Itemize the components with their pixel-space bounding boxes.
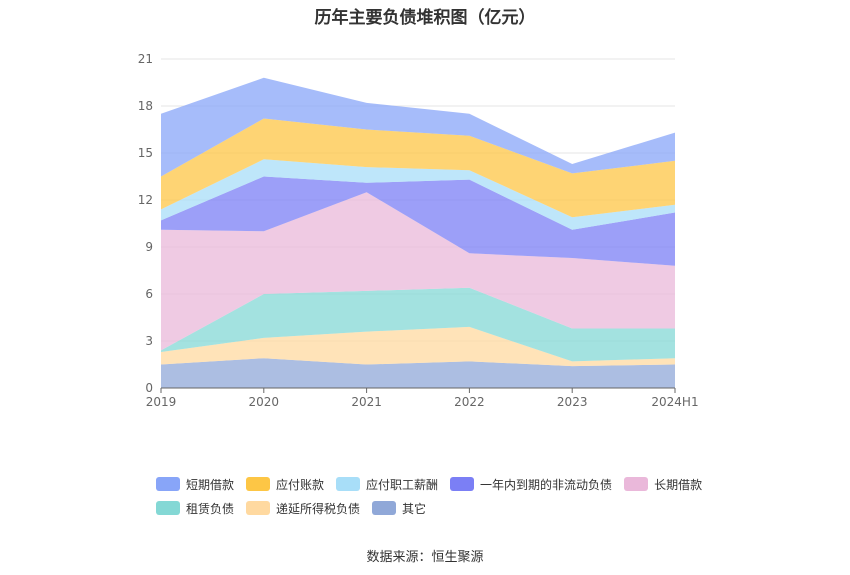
data-source-note: 数据来源：恒生聚源 (366, 550, 484, 565)
legend-label: 其它 (402, 501, 427, 516)
y-tick-label: 3 (145, 334, 153, 348)
legend-item[interactable]: 应付账款 (246, 476, 324, 493)
y-tick-label: 15 (138, 146, 153, 160)
legend-item[interactable]: 应付职工薪酬 (336, 476, 438, 493)
legend-item[interactable]: 一年内到期的非流动负债 (450, 476, 612, 493)
legend-swatch (246, 501, 271, 515)
legend-swatch (624, 477, 649, 491)
area-短期借款 (161, 77, 675, 177)
x-tick-label: 2023 (557, 395, 588, 409)
legend-swatch (246, 477, 271, 491)
legend-label: 递延所得税负债 (276, 501, 361, 516)
legend-item[interactable]: 租赁负债 (156, 500, 234, 517)
legend-label: 应付职工薪酬 (366, 477, 439, 492)
legend-swatch (450, 477, 475, 491)
y-tick-label: 9 (145, 240, 153, 254)
chart-title: 历年主要负债堆积图（亿元） (314, 8, 536, 28)
legend-label: 应付账款 (276, 477, 325, 492)
y-tick-label: 12 (138, 193, 153, 207)
legend-row: 短期借款 应付账款 应付职工薪酬 一年内到期的非流动负债 长期借款 (156, 472, 756, 496)
legend-label: 长期借款 (654, 477, 703, 492)
legend-swatch (156, 477, 180, 491)
x-tick-label: 2020 (249, 395, 280, 409)
area-长期借款 (161, 192, 675, 351)
stacked-area-chart: 0 3 6 9 12 15 18 21 2019 2020 2021 2022 2023 2024H1 (138, 52, 699, 409)
y-tick-label: 21 (138, 52, 153, 66)
legend-label: 短期借款 (186, 477, 235, 492)
legend-label: 租赁负债 (186, 501, 235, 516)
x-tick-label: 2019 (146, 395, 177, 409)
legend-swatch (372, 501, 397, 515)
legend-label: 一年内到期的非流动负债 (480, 477, 613, 492)
x-tick-label: 2021 (351, 395, 382, 409)
area-应付账款 (161, 118, 675, 218)
legend-row: 租赁负债 递延所得税负债 其它 (156, 496, 756, 520)
area-应付职工薪酬 (161, 159, 675, 230)
area-其它 (161, 358, 675, 388)
chart-legend: 短期借款 应付账款 应付职工薪酬 一年内到期的非流动负债 长期借款 租赁负债 递延所得税负… (156, 472, 756, 520)
legend-item[interactable]: 短期借款 (156, 476, 234, 493)
y-tick-label: 6 (145, 287, 153, 301)
x-tick-label: 2024H1 (651, 395, 698, 409)
area-递延所得税负债 (161, 326, 675, 367)
legend-item[interactable]: 递延所得税负债 (246, 500, 360, 517)
legend-swatch (156, 501, 180, 515)
y-tick-label: 18 (138, 99, 153, 113)
area-一年内到期的非流动负债 (161, 176, 675, 266)
area-租赁负债 (161, 287, 675, 362)
legend-swatch (336, 477, 361, 491)
y-tick-label: 0 (145, 381, 153, 395)
x-tick-label: 2022 (454, 395, 485, 409)
legend-item[interactable]: 长期借款 (624, 476, 702, 493)
legend-item[interactable]: 其它 (372, 500, 426, 517)
